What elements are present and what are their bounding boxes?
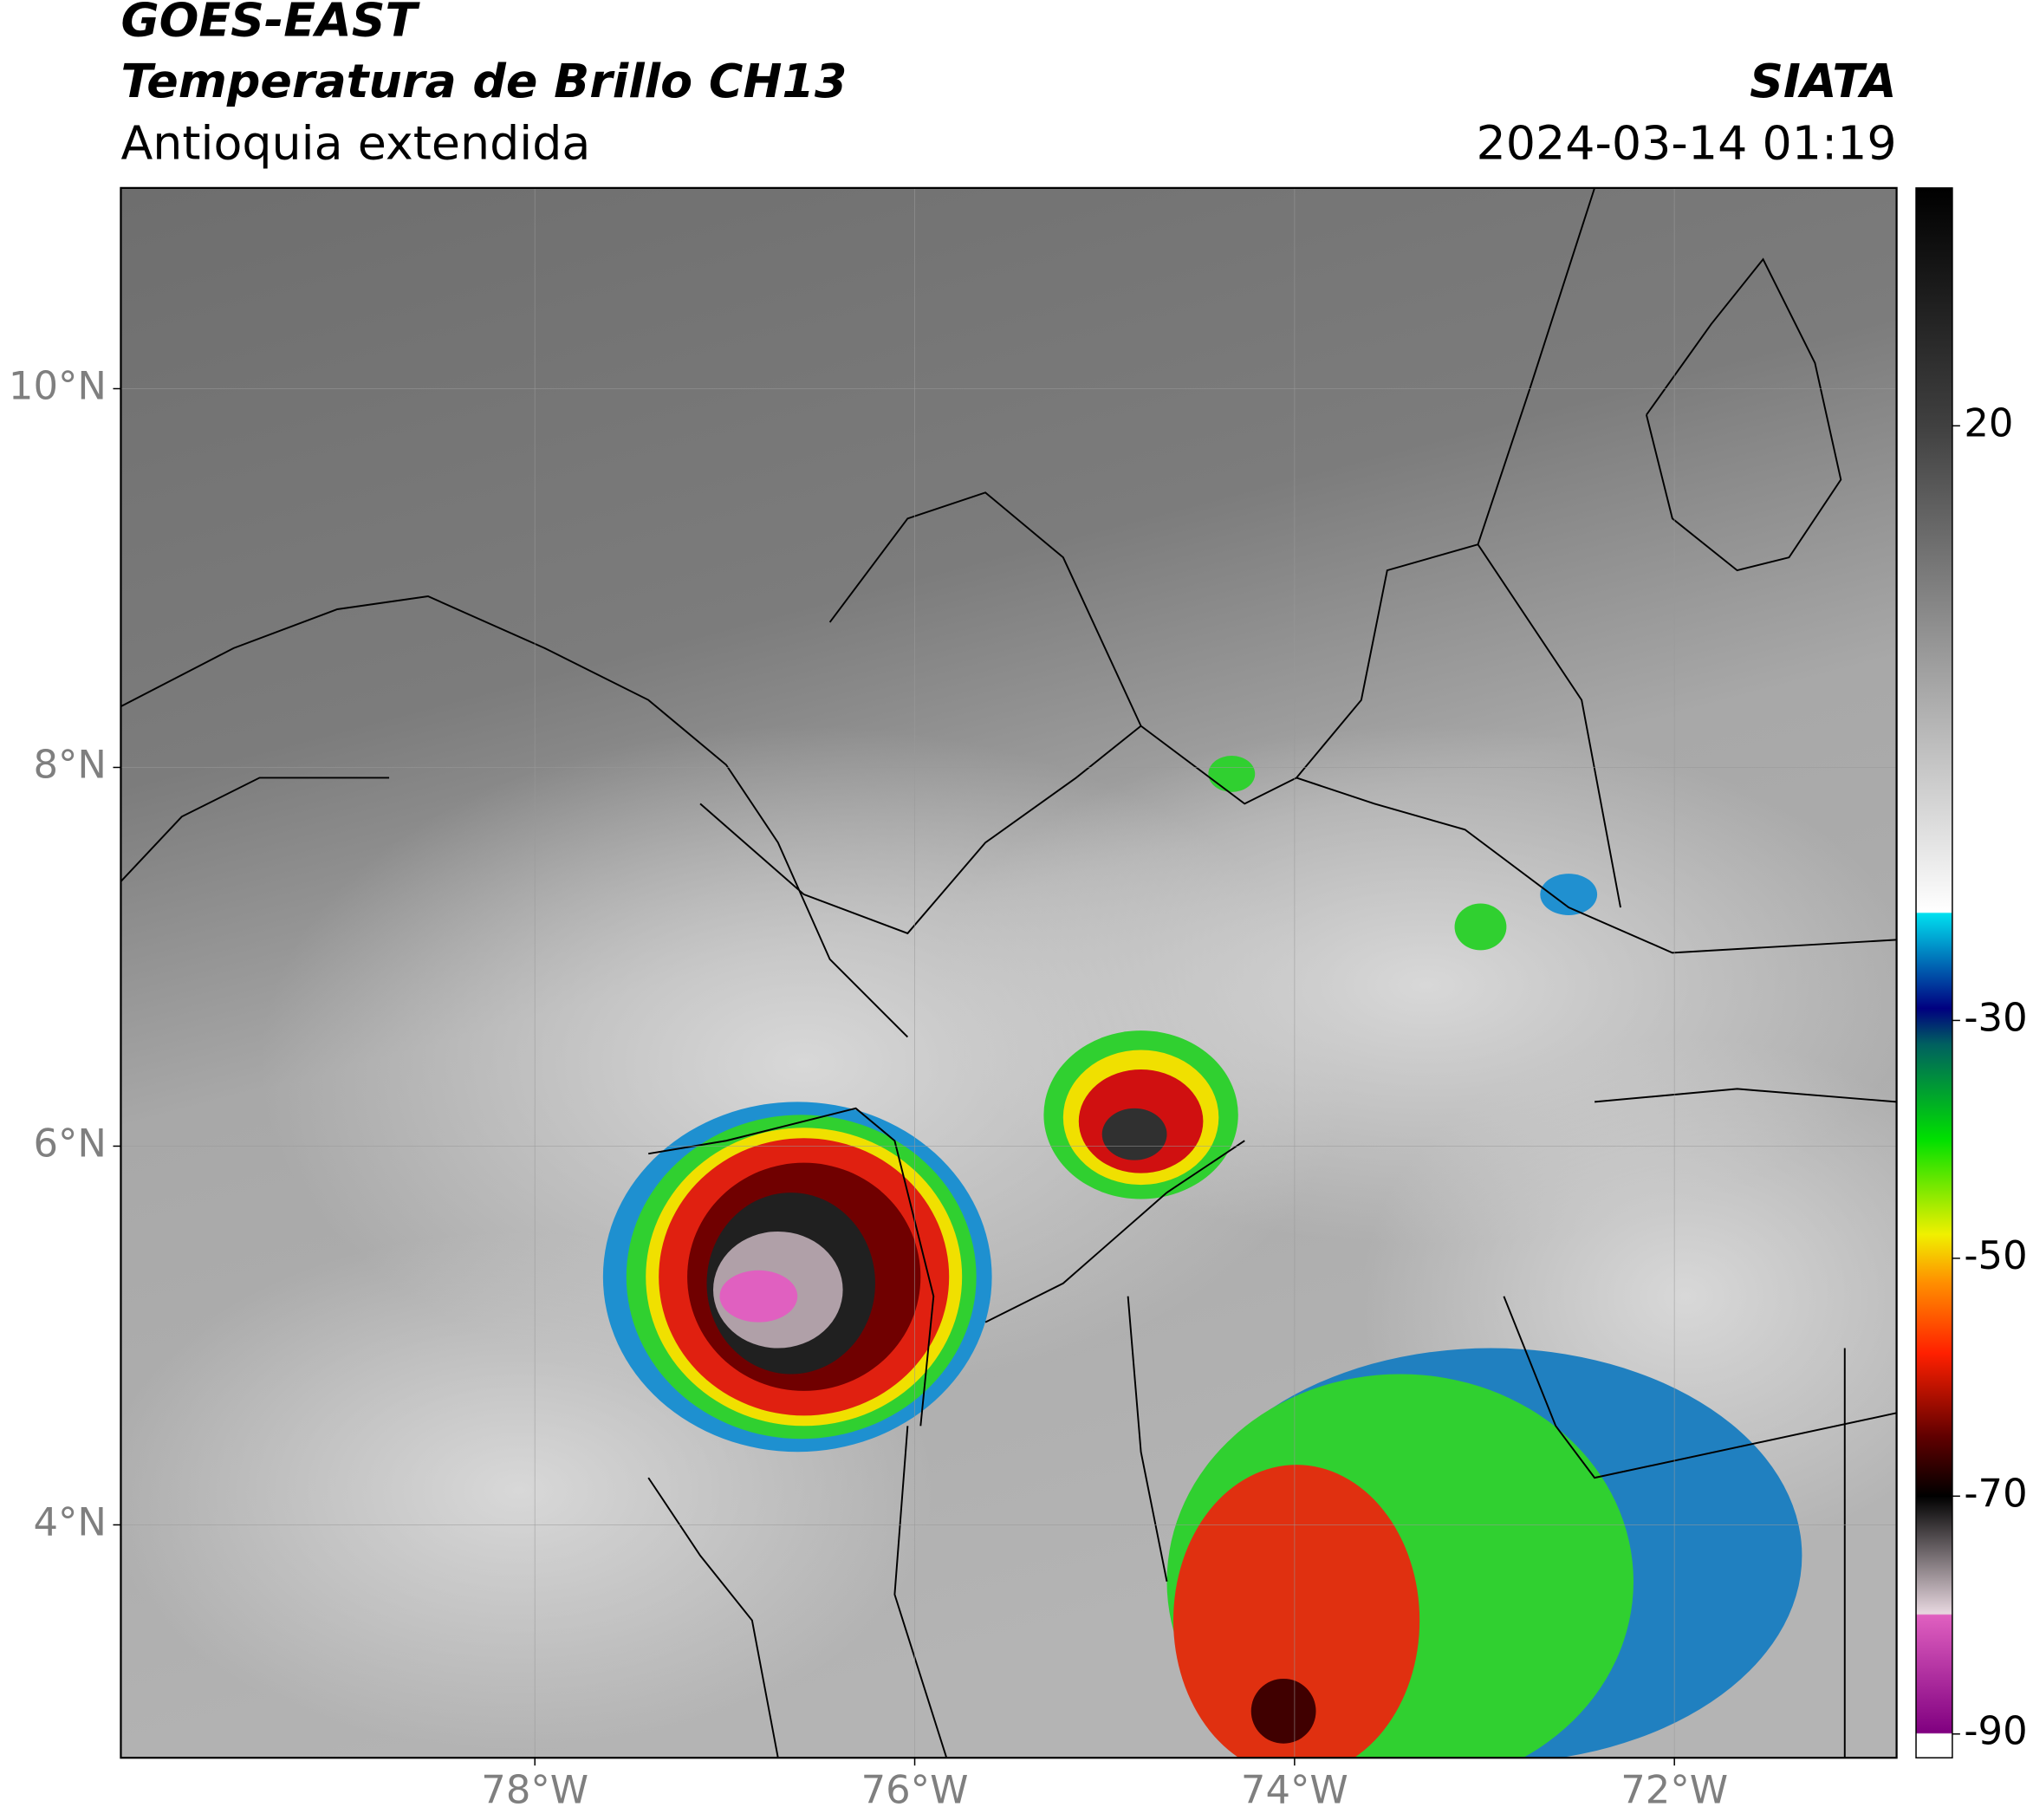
x-tick-label: 74°W (1241, 1767, 1348, 1813)
x-tick-label: 76°W (861, 1767, 969, 1813)
storm-cell (1208, 756, 1256, 792)
x-tick-label: 78°W (481, 1767, 588, 1813)
x-tick-label: 72°W (1621, 1767, 1728, 1813)
map-image (120, 187, 1897, 1758)
title-agency: SIATA (1750, 54, 1897, 108)
y-tick-label: 6°N (33, 1120, 107, 1166)
colorbar-tick-label: -90 (1964, 1708, 2027, 1754)
colorbar-tick-label: -50 (1964, 1232, 2027, 1278)
colorbar-tick-label: -70 (1964, 1470, 2027, 1516)
title-datetime: 2024-03-14 01:19 (1477, 116, 1897, 171)
title-satellite: GOES-EAST (120, 0, 420, 48)
storm-west (602, 1102, 992, 1453)
colorbar-tick-label: 20 (1964, 400, 2013, 445)
map-frame (120, 186, 1898, 1759)
storm-cell (1540, 874, 1598, 915)
y-tick-label: 4°N (33, 1498, 107, 1544)
title-region: Antioquia extendida (120, 116, 590, 171)
y-tick-label: 10°N (9, 362, 107, 408)
y-tick-label: 8°N (33, 741, 107, 787)
borders (120, 187, 1897, 1758)
grid (120, 187, 1897, 1758)
colorbar-tick-label: -30 (1964, 994, 2027, 1040)
title-product: Temperatura de Brillo CH13 (120, 54, 847, 108)
storm-central (1043, 1030, 1238, 1199)
storm-south (1166, 1348, 1802, 1758)
storm-cell (1454, 903, 1507, 951)
colorbar (1915, 187, 1953, 1758)
